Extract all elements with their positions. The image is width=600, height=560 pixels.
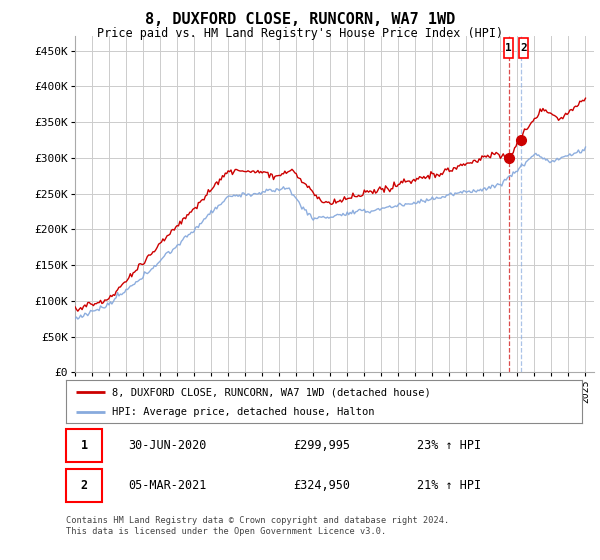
Text: 1: 1 bbox=[80, 439, 88, 452]
Bar bbox=[66, 469, 102, 502]
Text: HPI: Average price, detached house, Halton: HPI: Average price, detached house, Halt… bbox=[112, 407, 375, 417]
Text: 05-MAR-2021: 05-MAR-2021 bbox=[128, 479, 206, 492]
Text: 1: 1 bbox=[505, 43, 512, 53]
Text: 8, DUXFORD CLOSE, RUNCORN, WA7 1WD: 8, DUXFORD CLOSE, RUNCORN, WA7 1WD bbox=[145, 12, 455, 27]
Text: 21% ↑ HPI: 21% ↑ HPI bbox=[417, 479, 481, 492]
Bar bbox=[519, 38, 529, 58]
Text: 8, DUXFORD CLOSE, RUNCORN, WA7 1WD (detached house): 8, DUXFORD CLOSE, RUNCORN, WA7 1WD (deta… bbox=[112, 387, 431, 397]
Bar bbox=[504, 38, 513, 58]
Text: £299,995: £299,995 bbox=[293, 439, 350, 452]
Text: 2: 2 bbox=[80, 479, 88, 492]
Bar bbox=[66, 429, 102, 462]
Text: Contains HM Land Registry data © Crown copyright and database right 2024.
This d: Contains HM Land Registry data © Crown c… bbox=[66, 516, 449, 536]
Text: 23% ↑ HPI: 23% ↑ HPI bbox=[417, 439, 481, 452]
Text: Price paid vs. HM Land Registry's House Price Index (HPI): Price paid vs. HM Land Registry's House … bbox=[97, 27, 503, 40]
Text: 2: 2 bbox=[520, 43, 527, 53]
Text: £324,950: £324,950 bbox=[293, 479, 350, 492]
Text: 30-JUN-2020: 30-JUN-2020 bbox=[128, 439, 206, 452]
